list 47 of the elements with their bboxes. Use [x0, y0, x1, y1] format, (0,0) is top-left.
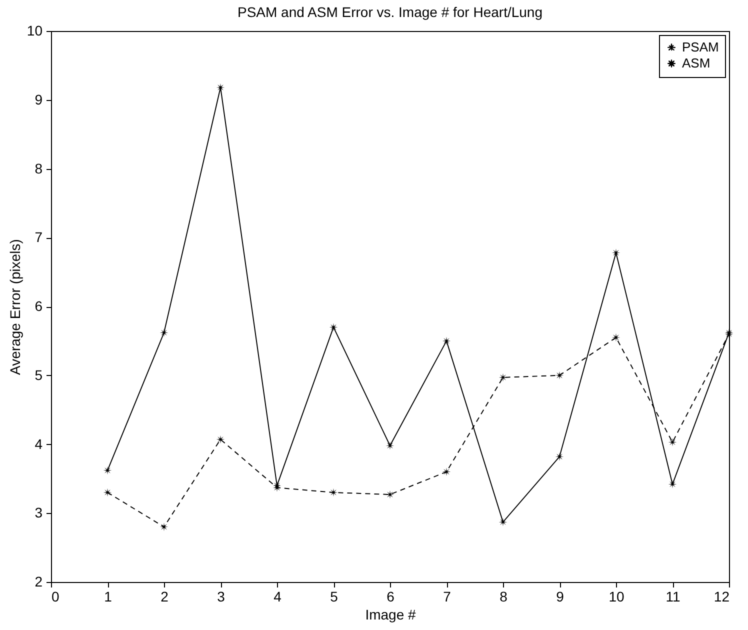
legend-label: PSAM — [682, 40, 719, 54]
y-tick-label: 8 — [34, 160, 43, 176]
x-tick-label: 0 — [52, 588, 60, 604]
chart-title: PSAM and ASM Error vs. Image # for Heart/Lung — [237, 4, 543, 20]
x-tick-label: 7 — [443, 588, 452, 604]
point — [216, 83, 225, 92]
x-tick-label: 5 — [330, 588, 338, 604]
x-tick-label: 4 — [274, 588, 282, 604]
x-tick-label: 10 — [608, 588, 624, 604]
y-tick-label: 10 — [26, 22, 43, 38]
y-tick-label: 9 — [34, 91, 43, 108]
x-tick-label: 6 — [386, 588, 395, 604]
y-tick-label: 4 — [34, 436, 43, 452]
y-tick-label: 5 — [34, 366, 43, 383]
point — [612, 333, 620, 342]
point — [386, 441, 394, 450]
point — [160, 328, 168, 337]
point — [103, 488, 112, 497]
x-tick-label: 8 — [500, 588, 508, 604]
point — [668, 438, 677, 446]
point — [103, 466, 112, 475]
point — [329, 322, 338, 332]
point — [442, 468, 451, 476]
point — [160, 522, 168, 532]
x-tick-label: 1 — [104, 588, 112, 604]
legend-label: ASM — [682, 56, 710, 70]
point — [386, 490, 394, 499]
point — [498, 518, 508, 526]
point — [216, 435, 225, 444]
x-tick-label: 2 — [160, 588, 169, 604]
point — [555, 371, 564, 380]
point — [555, 452, 564, 461]
y-tick-label: 6 — [34, 298, 43, 314]
x-tick-label: 9 — [556, 588, 564, 604]
x-axis-title: Image # — [365, 606, 416, 622]
point — [442, 336, 451, 346]
x-tick-label: 11 — [666, 588, 680, 604]
y-axis-title: Average Error (pixels) — [6, 239, 23, 375]
point — [498, 373, 508, 382]
y-tick-label: 7 — [34, 229, 43, 246]
point — [668, 480, 677, 488]
x-tick-label: 3 — [217, 588, 226, 604]
y-tick-label: 2 — [34, 574, 43, 590]
x-tick-label: 12 — [714, 588, 730, 604]
point — [612, 248, 620, 257]
y-tick-label: 3 — [34, 504, 43, 521]
point — [329, 488, 338, 497]
